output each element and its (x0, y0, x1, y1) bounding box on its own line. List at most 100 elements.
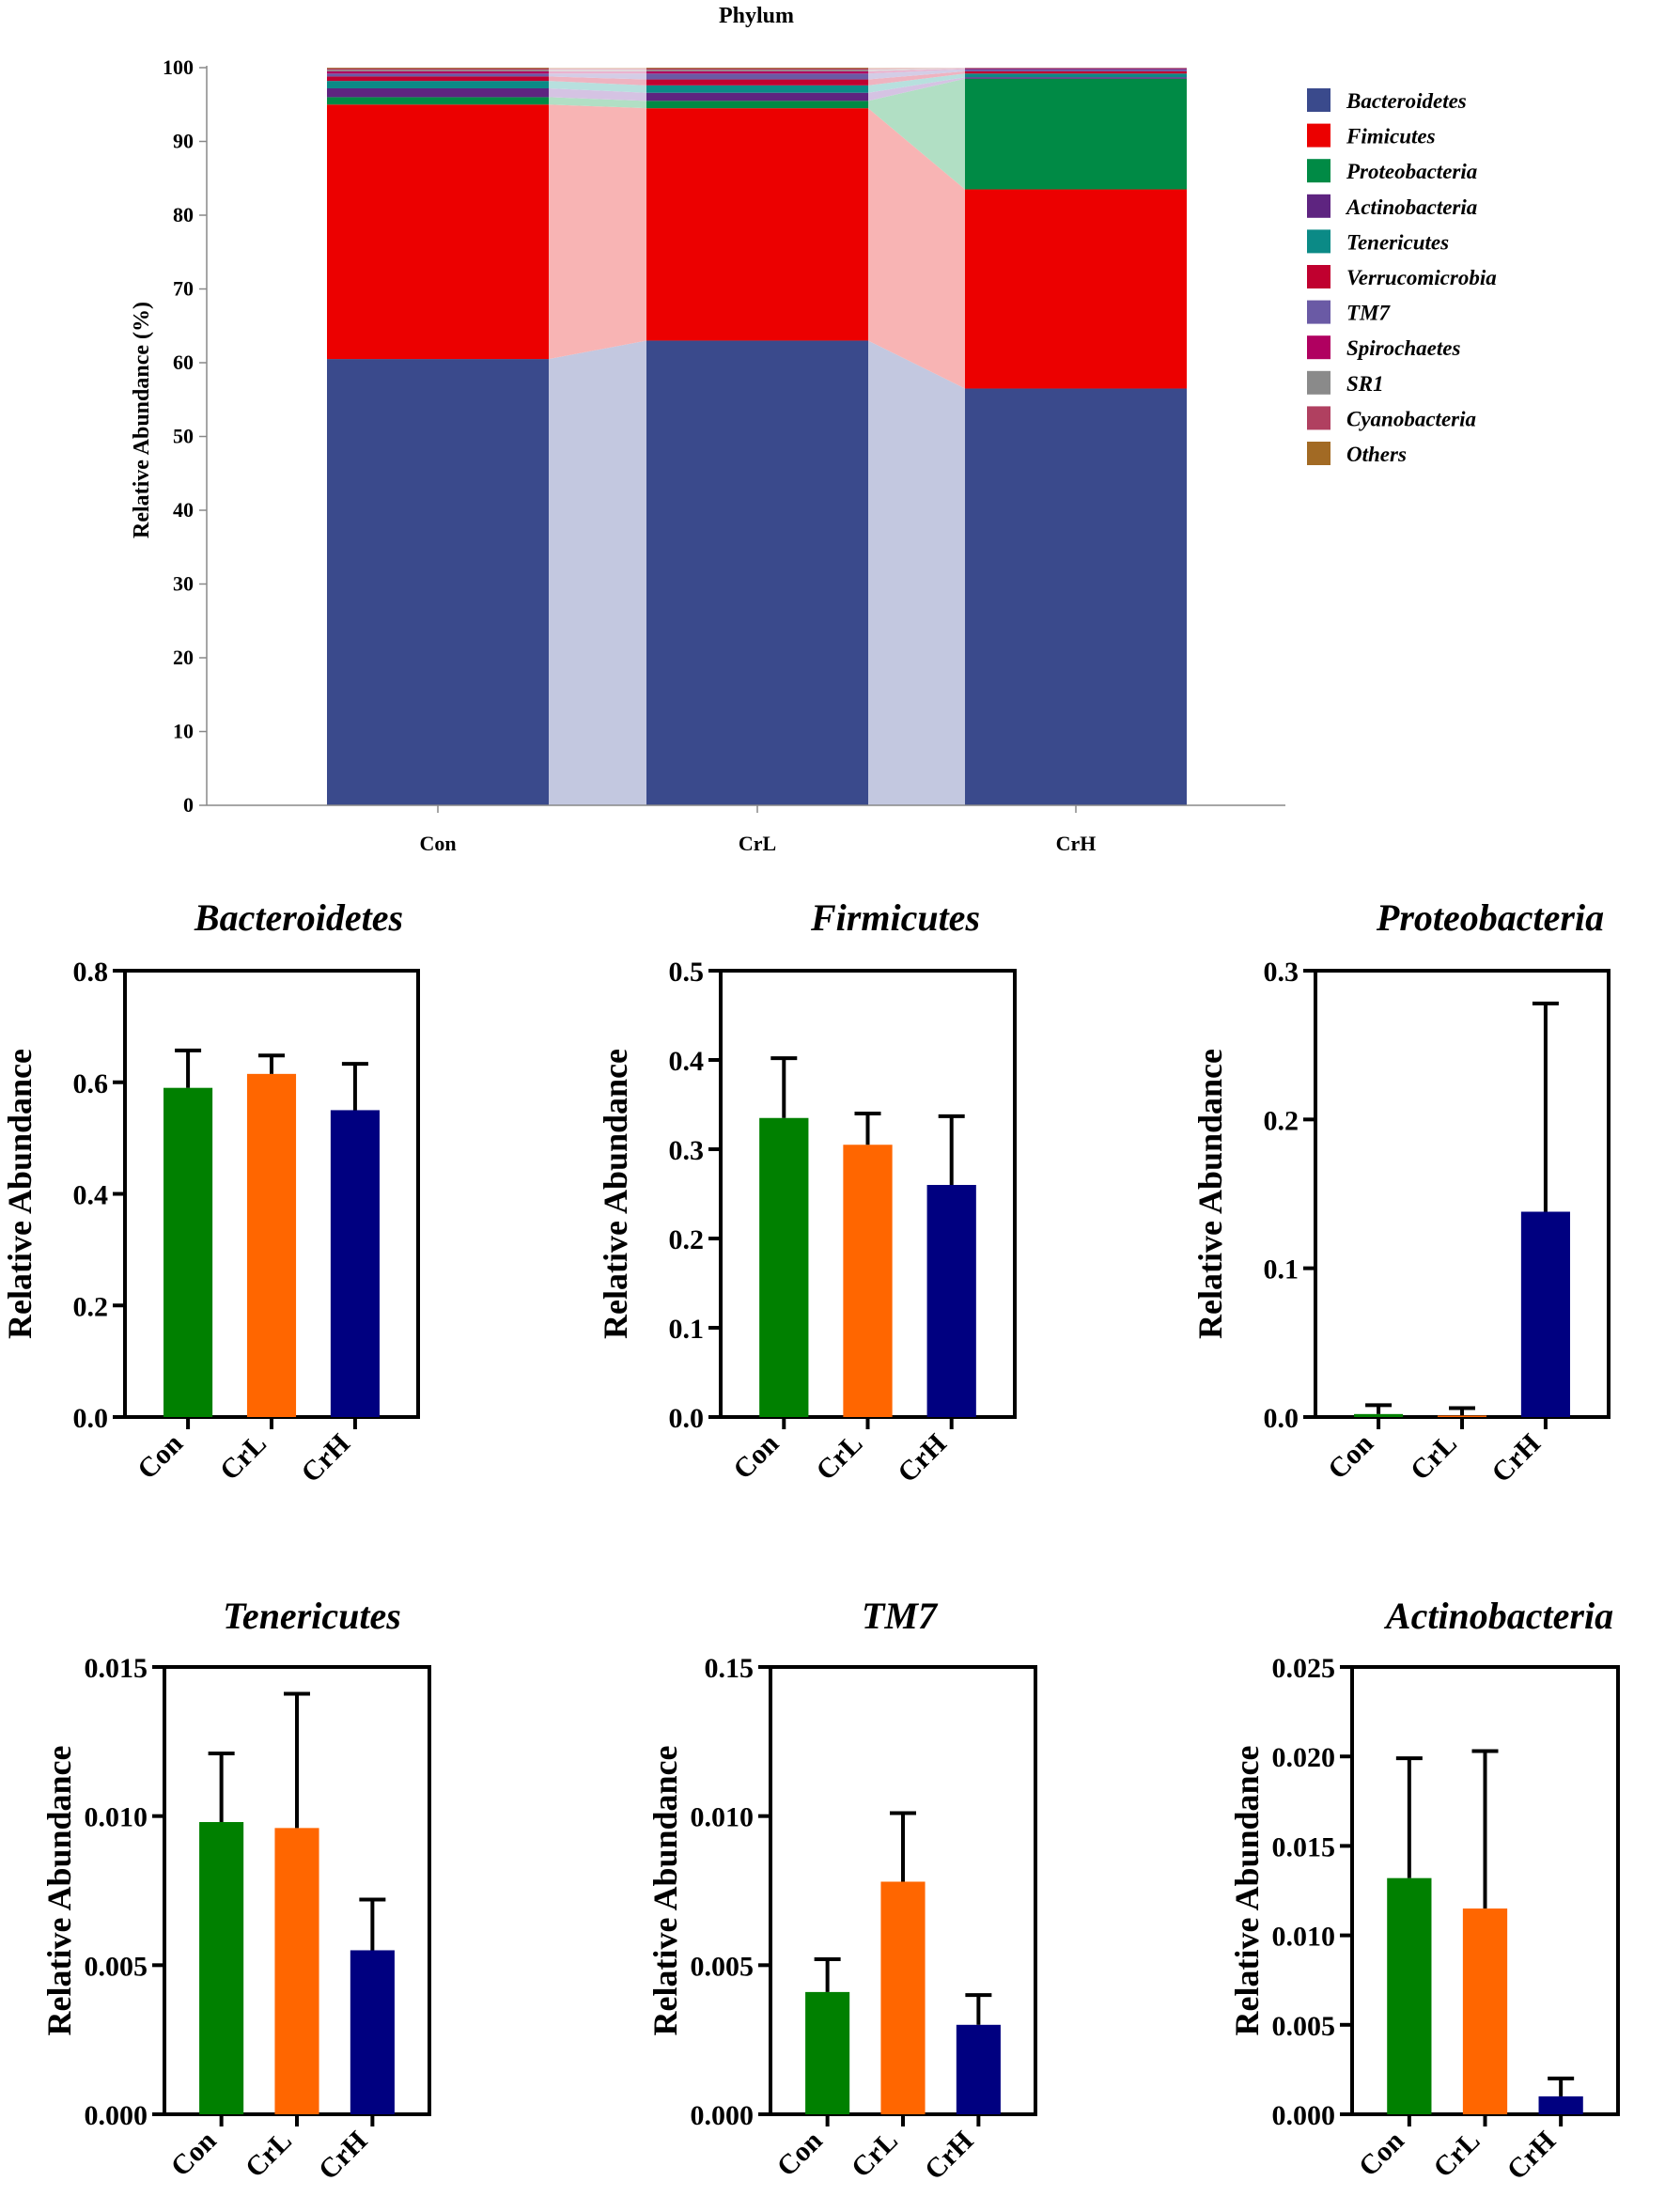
x-tick-label-actinobacteria-crl: CrL (1427, 2126, 1486, 2184)
x-tick-label-bacteroidetes-crh: CrH (295, 1428, 356, 1489)
bar-segment-con-sr1 (327, 70, 549, 71)
legend-label-bacteroidetes: Bacteroidetes (1346, 89, 1467, 113)
x-tick-label-firmicutes-con: Con (727, 1427, 785, 1485)
flow-proteobacteria-1 (868, 78, 965, 190)
flow-actinobacteria-0 (549, 87, 646, 101)
y-tick-label-firmicutes-3: 0.3 (669, 1135, 705, 1166)
phylum-stacked-chart: Phylum Relative Abundance (%) 0 10 20 30 40 5… (130, 4, 1285, 855)
flow-bacteroidetes-1 (868, 340, 965, 805)
bar-segment-crh-bacteroidetes (965, 388, 1187, 805)
y-tick-label-tm7-0: 0.000 (691, 2100, 755, 2131)
flow-verrucomicrobia-0 (549, 76, 646, 86)
flow-others-1 (868, 68, 965, 69)
panel-title-proteobacteria: Proteobacteria (1376, 896, 1604, 939)
y-axis-title-actinobacteria: Relative Abundance (1228, 1745, 1266, 2035)
flow-spirochaetes-0 (549, 70, 646, 74)
x-tick-label-tenericutes-crh: CrH (313, 2126, 374, 2187)
bar-tm7-crl (880, 1881, 926, 2114)
bar-tenericutes-crl (274, 1828, 319, 2114)
bar-firmicutes-con (759, 1117, 809, 1417)
y-tick-label-tm7-1: 0.005 (691, 1951, 755, 1982)
flow-fimicutes-0 (549, 104, 646, 360)
stacked-x-tick-label-crl: CrL (739, 832, 776, 855)
legend-label-spirochaetes: Spirochaetes (1346, 336, 1460, 360)
legend-label-actinobacteria: Actinobacteria (1345, 195, 1477, 219)
panel-title-actinobacteria: Actinobacteria (1383, 1595, 1613, 1637)
bar-tm7-crh (956, 2024, 1001, 2114)
x-tick-label-tm7-crl: CrL (846, 2126, 904, 2184)
stacked-y-axis-title: Relative Abundance (%) (130, 302, 154, 538)
y-tick-label-bacteroidetes-0: 0.0 (73, 1403, 109, 1434)
bar-segment-crl-tenericutes (646, 85, 868, 93)
y-tick-label-tenericutes-3: 0.015 (85, 1653, 148, 1684)
legend-label-tm7: TM7 (1346, 302, 1392, 325)
flow-others-0 (549, 68, 646, 69)
x-tick-label-bacteroidetes-con: Con (132, 1427, 189, 1485)
legend-swatch-fimicutes (1307, 123, 1330, 148)
y-axis-title-bacteroidetes: Relative Abundance (1, 1049, 39, 1339)
flow-sr1-1 (868, 68, 965, 71)
x-tick-label-tenericutes-con: Con (165, 2125, 223, 2182)
legend-swatch-sr1 (1307, 370, 1330, 395)
stacked-y-tick-label-40: 40 (173, 498, 194, 522)
y-tick-label-proteobacteria-2: 0.2 (1264, 1105, 1299, 1136)
panel-title-tm7: TM7 (862, 1595, 939, 1637)
y-axis-title-proteobacteria: Relative Abundance (1191, 1049, 1229, 1339)
bar-segment-crh-verrucomicrobia (965, 70, 1187, 74)
bar-panels: Bacteroidetes Relative Abundance 0.0 0.2 0.4… (1, 896, 1620, 2187)
legend-label-verrucomicrobia: Verrucomicrobia (1346, 266, 1497, 289)
y-tick-label-firmicutes-5: 0.5 (669, 957, 705, 988)
bar-segment-con-proteobacteria (327, 97, 549, 105)
y-tick-label-tm7-2: 0.010 (691, 1802, 755, 1833)
stacked-y-tick-label-100: 100 (163, 55, 194, 79)
x-tick-label-tm7-crh: CrH (919, 2126, 980, 2187)
x-tick-label-tenericutes-crl: CrL (240, 2126, 298, 2184)
y-tick-label-actinobacteria-5: 0.025 (1272, 1653, 1336, 1684)
flow-tenericutes-0 (549, 81, 646, 93)
y-axis-title-firmicutes: Relative Abundance (597, 1049, 634, 1339)
x-tick-label-firmicutes-crl: CrL (810, 1428, 868, 1487)
bar-segment-crh-proteobacteria (965, 78, 1187, 190)
bar-segment-con-tenericutes (327, 81, 549, 88)
y-tick-label-tenericutes-2: 0.010 (85, 1802, 148, 1833)
bar-tenericutes-con (199, 1822, 244, 2114)
bar-segment-con-actinobacteria (327, 87, 549, 98)
y-tick-label-actinobacteria-4: 0.020 (1272, 1742, 1336, 1773)
y-tick-label-bacteroidetes-4: 0.8 (73, 957, 109, 988)
flow-proteobacteria-0 (549, 97, 646, 109)
y-axis-title-tenericutes: Relative Abundance (40, 1745, 78, 2035)
y-tick-label-tenericutes-1: 0.005 (85, 1951, 148, 1982)
y-tick-label-firmicutes-2: 0.2 (669, 1224, 705, 1255)
bar-segment-con-fimicutes (327, 104, 549, 360)
legend-swatch-spirochaetes (1307, 335, 1330, 360)
x-tick-label-proteobacteria-con: Con (1322, 1427, 1379, 1485)
legend-swatch-verrucomicrobia (1307, 265, 1330, 288)
bar-bacteroidetes-con (163, 1087, 213, 1417)
x-tick-label-proteobacteria-crh: CrH (1486, 1428, 1547, 1489)
flow-actinobacteria-1 (868, 77, 965, 101)
legend-swatch-others (1307, 442, 1330, 465)
legend-swatch-cyanobacteria (1307, 406, 1330, 430)
stacked-x-tick-label-crh: CrH (1056, 832, 1097, 855)
flow-cyanobacteria-0 (549, 68, 646, 70)
y-tick-label-firmicutes-1: 0.1 (669, 1314, 705, 1345)
y-tick-label-bacteroidetes-1: 0.2 (73, 1291, 109, 1322)
bar-segment-crh-actinobacteria (965, 77, 1187, 79)
stacked-y-tick-label-10: 10 (173, 720, 194, 743)
stacked-y-tick-label-80: 80 (173, 203, 194, 226)
bar-proteobacteria-con (1354, 1413, 1404, 1417)
bar-segment-crl-sr1 (646, 70, 868, 71)
bar-segment-crl-cyanobacteria (646, 68, 868, 70)
bar-segment-crh-fimicutes (965, 189, 1187, 389)
bar-segment-crl-spirochaetes (646, 70, 868, 74)
stacked-y-tick-label-60: 60 (173, 350, 194, 374)
legend-label-fimicutes: Fimicutes (1346, 125, 1436, 148)
y-tick-label-firmicutes-0: 0.0 (669, 1403, 705, 1434)
legend-swatch-actinobacteria (1307, 194, 1330, 218)
y-tick-label-tenericutes-0: 0.000 (85, 2100, 148, 2131)
y-tick-label-actinobacteria-1: 0.005 (1272, 2011, 1336, 2042)
legend-swatch-tenericutes (1307, 229, 1330, 254)
panel-proteobacteria: Proteobacteria Relative Abundance 0.0 0.1 0.… (1191, 896, 1611, 1489)
flow-tenericutes-1 (868, 73, 965, 93)
bar-segment-con-verrucomicrobia (327, 76, 549, 82)
